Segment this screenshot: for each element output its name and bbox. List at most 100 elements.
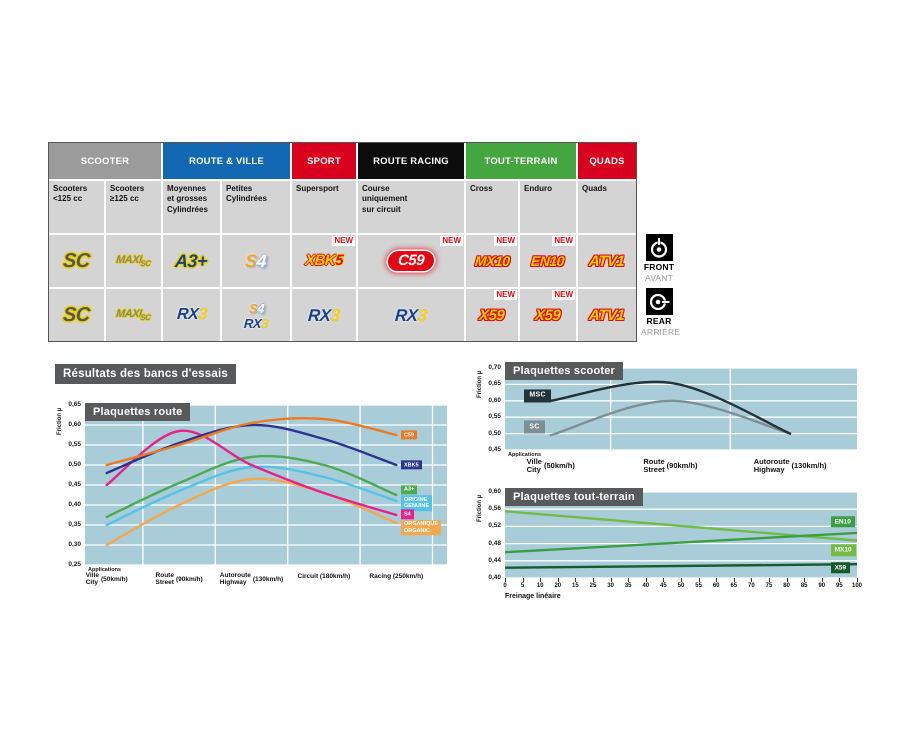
product-front-mx10: NEW MX10 [466,235,518,287]
front-label: FRONT [643,262,675,272]
category-speed: (50km/h) [543,461,575,471]
terrain-xtick-mark [663,578,665,582]
subheader-enduro: Enduro [520,181,576,233]
route-ytick: 0,55 [68,441,81,448]
route-category-label: Racing (250km/h) [369,573,423,580]
en10-logo: EN10 [530,253,566,269]
new-badge: NEW [494,290,517,300]
terrain-xtick-label: 50 [677,583,685,589]
category-text: Circuit (180km/h) [297,573,351,580]
route-category-label: Ville City (50km/h) [86,572,128,587]
sc-logo: SC [62,304,91,326]
product-rear-s4-rx3: S4 RX3 [222,289,290,341]
terrain-ytick: 0,56 [488,505,501,513]
subheader-quads: Quads [578,181,636,233]
rear-brake-disc-icon [649,293,670,310]
xbk5-logo: XBK5 [304,252,344,269]
category-name: Route Street [643,457,665,474]
table-header-route-racing: ROUTE RACING [358,143,464,179]
product-rear-atv1: ATV1 [578,289,636,341]
rx3-logo: RX3 [243,315,269,331]
scooter-category-label: Autoroute Highway (130km/h) [754,458,827,474]
terrain-xtick-mark [751,578,753,582]
subheader-moyennes-cylindrees: Moyennes et grosses Cylindrées [163,181,220,233]
terrain-legend-x59: X59 [830,561,851,574]
table-header-sport: SPORT [292,143,356,179]
scooter-legend-sc: SC [524,420,545,434]
terrain-xtick-mark [769,578,770,582]
terrain-xtick-label: 80 [783,583,790,589]
route-legend-a3+: A3+ [401,485,418,495]
product-front-c59: NEW C59 [358,235,464,287]
terrain-xtick-label: 85 [800,583,808,589]
front-brake-disc-icon [645,234,673,261]
category-name: Ville City [526,457,542,474]
terrain-xtick-mark [804,578,806,582]
route-category-label: Circuit (180km/h) [298,573,351,580]
route-ytick: 0,25 [68,561,81,568]
terrain-legend-mx10: MX10 [830,544,856,557]
avant-label: AVANT [644,273,674,283]
terrain-xtick-label: 65 [730,583,738,589]
scooter-ytick: 0,65 [488,380,501,388]
terrain-xtick-label: 75 [765,583,773,589]
subheader-scooters-gte125: Scooters ≥125 cc [106,181,161,233]
terrain-xtick-mark [839,578,841,582]
front-brake-disc-icon [650,237,668,258]
s4-logo: S4 [244,250,268,271]
category-name: Autoroute Highway [753,457,790,474]
terrain-xtick-mark [857,578,858,582]
route-yaxis-label: Friction µ [57,407,63,435]
table-header-tout-terrain: TOUT-TERRAIN [466,143,576,179]
scooter-category-label: Route Street (90km/h) [643,458,697,474]
rear-position-block: REAR ARRIÈRE [641,288,680,337]
route-chart-title: Plaquettes route [85,403,191,421]
terrain-xtick-mark [628,578,630,582]
mx10-logo: MX10 [474,253,510,269]
chart-plaquettes-scooter: SC MSC Plaquettes scooter 0,70 0,65 0,60 0,5… [470,358,872,483]
terrain-xtick-label: 55 [695,583,702,589]
maxi-sc-logo: MAXISC [115,307,151,322]
route-ytick: 0,30 [68,541,81,548]
route-legend-s4: S4 [401,509,414,519]
product-front-sc: SC [49,235,104,287]
c59-logo: C59 [387,251,435,271]
terrain-xtick-mark [733,578,735,582]
terrain-ytick: 0,40 [488,574,501,581]
rx3-logo: RX3 [307,305,341,325]
x59-logo: X59 [534,306,562,324]
product-rear-rx3-supersport: RX3 [292,289,356,341]
route-legend-xbk5: XBK5 [401,460,422,470]
route-plot-area: ORGANIQUE ORGANIC ORIGINE GENUINE A3+ S4 XBK… [85,404,447,566]
s4-logo: S4 [248,300,264,316]
category-speed: (90km/h) [666,461,698,471]
terrain-ytick: 0,60 [488,488,501,495]
results-title: Résultats des bancs d'essais [55,364,236,384]
subheader-petites-cylindrees: Petites Cylindrées [222,181,290,233]
scooter-category-label: Ville City (50km/h) [527,458,575,474]
scooter-plot-area: SC MSC [505,367,857,451]
terrain-xtick-mark [593,578,594,582]
new-badge: NEW [440,236,463,246]
terrain-xtick-label: 100 [851,583,863,589]
subheader-supersport: Supersport [292,181,356,233]
terrain-legend-en10: EN10 [830,515,855,528]
terrain-xtick-label: 70 [748,583,755,589]
subheader-scooters-lt125: Scooters <125 cc [49,181,104,233]
terrain-xtick-mark [575,578,577,582]
terrain-xtick-mark [716,578,718,582]
terrain-plot-area: MX10 EN10 X59 [503,491,859,579]
terrain-xtick-label: 5 [520,583,525,589]
terrain-xtick-label: 15 [572,583,579,589]
product-rear-maxisc: MAXISC [106,289,161,341]
scooter-ytick: 0,70 [488,364,501,371]
category-speed: (130km/h) [252,576,284,584]
terrain-xtick-label: 30 [607,583,614,589]
terrain-xtick-label: 90 [818,583,826,589]
terrain-xtick-mark [786,578,788,582]
route-ytick: 0,65 [68,401,81,408]
product-front-maxisc: MAXISC [106,235,161,287]
terrain-xtick-label: 20 [554,583,562,589]
product-rear-sc: SC [49,289,104,341]
atv1-logo: ATV1 [588,252,626,270]
